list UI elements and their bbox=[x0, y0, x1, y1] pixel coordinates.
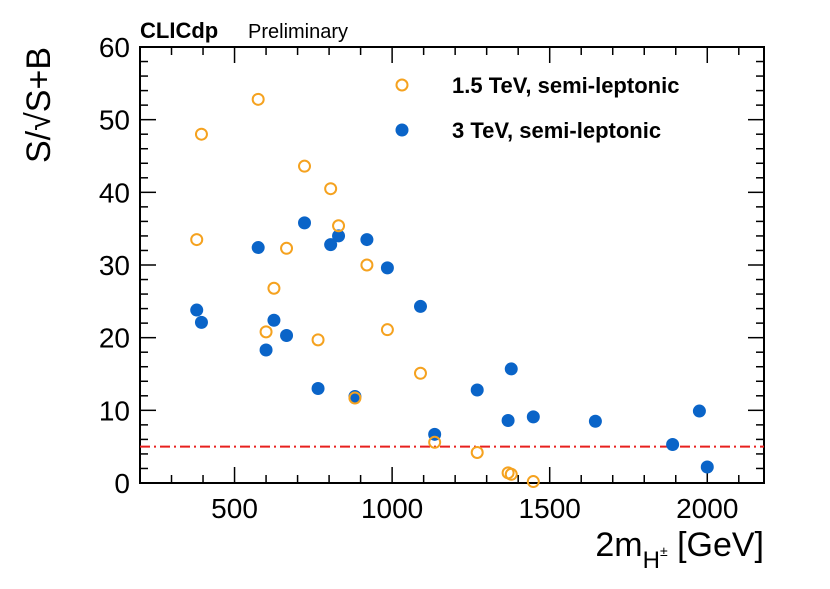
point-1-5tev bbox=[413, 366, 427, 380]
x-axis-title-sub: H bbox=[643, 547, 660, 574]
x-tick-label: 2000 bbox=[676, 493, 738, 524]
point-3tev bbox=[588, 414, 602, 428]
legend: 1.5 TeV, semi-leptonic 3 TeV, semi-lepto… bbox=[395, 73, 679, 143]
point-3tev bbox=[501, 414, 515, 428]
point-3tev bbox=[504, 362, 518, 376]
y-tick-label: 60 bbox=[99, 32, 130, 63]
point-3tev bbox=[298, 216, 312, 230]
x-tick-label: 500 bbox=[211, 493, 258, 524]
y-axis-title: S/√S+B bbox=[20, 47, 58, 163]
point-1-5tev bbox=[332, 219, 346, 233]
point-1-5tev bbox=[259, 325, 273, 339]
plot-frame bbox=[139, 46, 765, 484]
point-1-5tev bbox=[311, 333, 325, 347]
point-3tev bbox=[267, 313, 281, 327]
point-3tev bbox=[380, 261, 394, 275]
point-3tev bbox=[360, 233, 374, 247]
point-3tev bbox=[332, 229, 346, 243]
legend-label-3tev: 3 TeV, semi-leptonic bbox=[452, 118, 661, 143]
point-1-5tev bbox=[360, 258, 374, 272]
x-tick-label: 1500 bbox=[519, 493, 581, 524]
point-3tev bbox=[692, 404, 706, 418]
point-3tev bbox=[324, 238, 338, 252]
point-1-5tev bbox=[428, 435, 442, 449]
point-3tev bbox=[470, 383, 484, 397]
legend-label-1-5tev: 1.5 TeV, semi-leptonic bbox=[452, 73, 679, 98]
x-tick-label: 1000 bbox=[361, 493, 423, 524]
point-1-5tev bbox=[190, 233, 204, 247]
point-3tev bbox=[251, 241, 265, 255]
x-axis-title-sup: ± bbox=[660, 543, 668, 559]
point-3tev bbox=[413, 299, 427, 313]
point-3tev bbox=[311, 382, 325, 396]
x-axis-title: 2mH± [GeV] bbox=[595, 526, 764, 574]
x-axis-title-main: 2m bbox=[595, 526, 642, 564]
point-1-5tev bbox=[380, 323, 394, 337]
point-1-5tev bbox=[526, 475, 540, 489]
point-3tev bbox=[666, 437, 680, 451]
x-axis-title-unit: [GeV] bbox=[668, 526, 764, 564]
point-1-5tev bbox=[251, 92, 265, 106]
y-tick-label: 0 bbox=[114, 468, 130, 499]
point-3tev bbox=[700, 460, 714, 474]
y-tick-label: 40 bbox=[99, 177, 130, 208]
point-1-5tev bbox=[280, 241, 294, 255]
y-tick-label: 20 bbox=[99, 323, 130, 354]
point-1-5tev bbox=[298, 159, 312, 173]
point-1-5tev bbox=[194, 127, 208, 141]
point-3tev bbox=[526, 410, 540, 424]
point-1-5tev bbox=[348, 391, 362, 405]
point-1-5tev bbox=[470, 445, 484, 459]
preliminary-label: Preliminary bbox=[248, 21, 348, 43]
point-1-5tev bbox=[267, 281, 281, 295]
y-tick-label: 30 bbox=[99, 250, 130, 281]
point-3tev bbox=[259, 343, 273, 357]
point-1-5tev bbox=[324, 182, 338, 196]
legend-marker-3tev bbox=[395, 123, 409, 137]
point-3tev bbox=[190, 303, 204, 317]
point-3tev bbox=[194, 315, 208, 329]
legend-marker-1-5tev bbox=[395, 78, 409, 92]
point-1-5tev bbox=[504, 467, 518, 481]
brand-label: CLICdp bbox=[140, 18, 218, 43]
y-tick-label: 10 bbox=[99, 395, 130, 426]
y-tick-label: 50 bbox=[99, 105, 130, 136]
point-3tev bbox=[280, 328, 294, 342]
